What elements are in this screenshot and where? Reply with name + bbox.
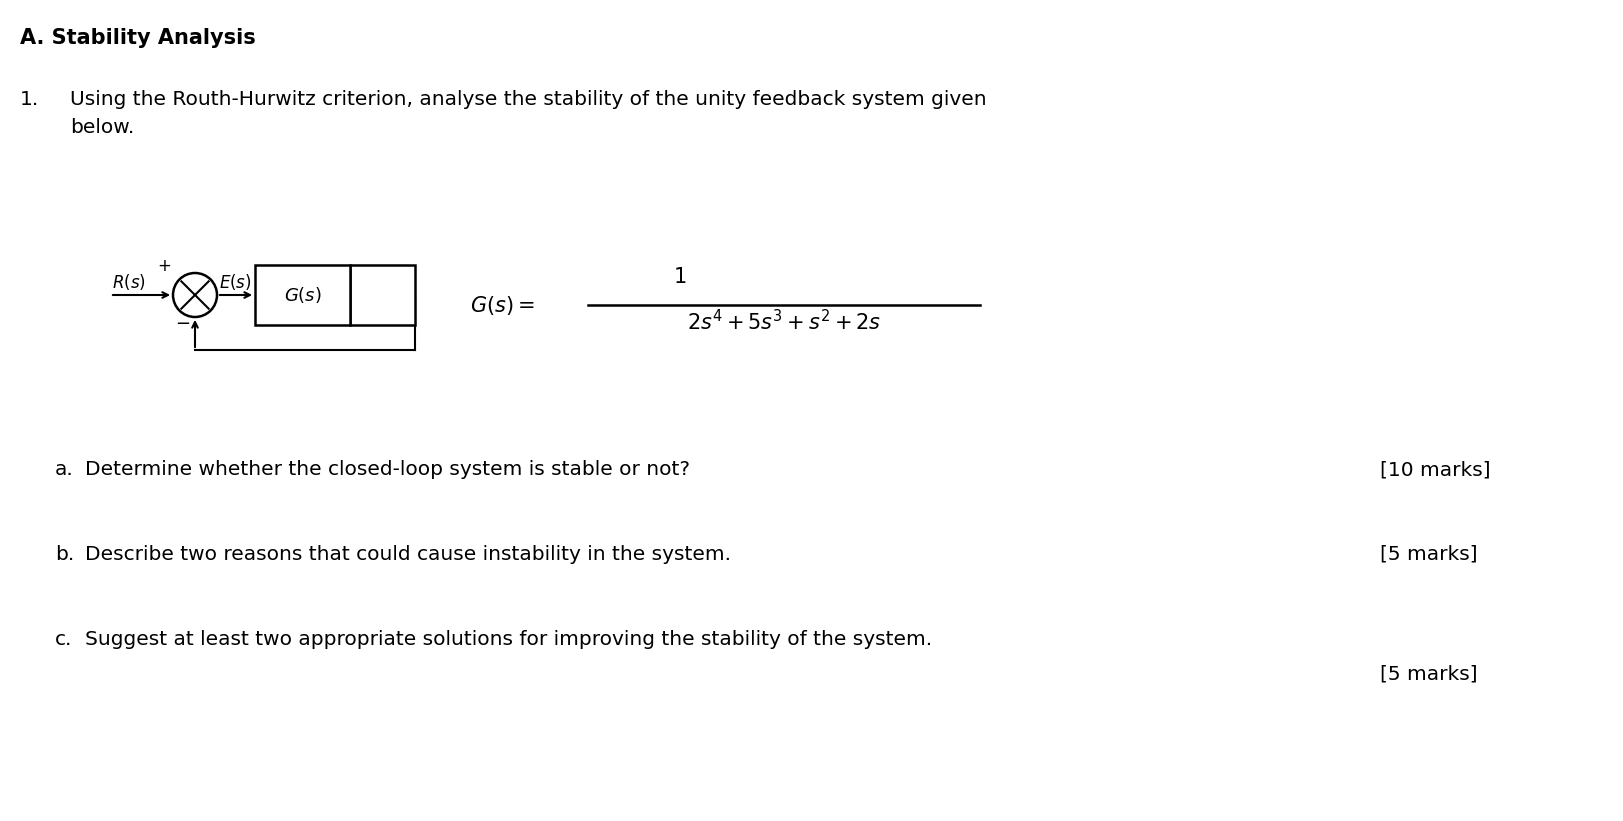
Text: $1$: $1$ [674, 267, 687, 287]
Bar [255, 265, 351, 325]
Text: c.: c. [55, 630, 73, 649]
Text: [5 marks]: [5 marks] [1380, 545, 1477, 564]
Text: a.: a. [55, 460, 73, 479]
Text: $G(s)$: $G(s)$ [284, 285, 321, 305]
Text: 1.: 1. [19, 90, 39, 109]
Text: Determine whether the closed-loop system is stable or not?: Determine whether the closed-loop system… [84, 460, 690, 479]
Text: $G(s) =$: $G(s) =$ [469, 293, 534, 317]
Text: +: + [157, 257, 170, 275]
Text: $C(s)$: $C(s)$ [354, 272, 388, 292]
Text: below.: below. [70, 118, 135, 137]
Text: [10 marks]: [10 marks] [1380, 460, 1490, 479]
Text: [5 marks]: [5 marks] [1380, 665, 1477, 684]
Text: −: − [175, 315, 190, 333]
Text: Suggest at least two appropriate solutions for improving the stability of the sy: Suggest at least two appropriate solutio… [84, 630, 932, 649]
Text: b.: b. [55, 545, 75, 564]
Text: $2s^4 + 5s^3 + s^2 + 2s$: $2s^4 + 5s^3 + s^2 + 2s$ [687, 309, 881, 334]
Text: $R(s)$: $R(s)$ [112, 272, 146, 292]
Text: Using the Routh-Hurwitz criterion, analyse the stability of the unity feedback s: Using the Routh-Hurwitz criterion, analy… [70, 90, 987, 109]
Text: $E(s)$: $E(s)$ [219, 272, 252, 292]
Text: A. Stability Analysis: A. Stability Analysis [19, 28, 255, 48]
Text: Describe two reasons that could cause instability in the system.: Describe two reasons that could cause in… [84, 545, 730, 564]
Bar [351, 265, 415, 325]
